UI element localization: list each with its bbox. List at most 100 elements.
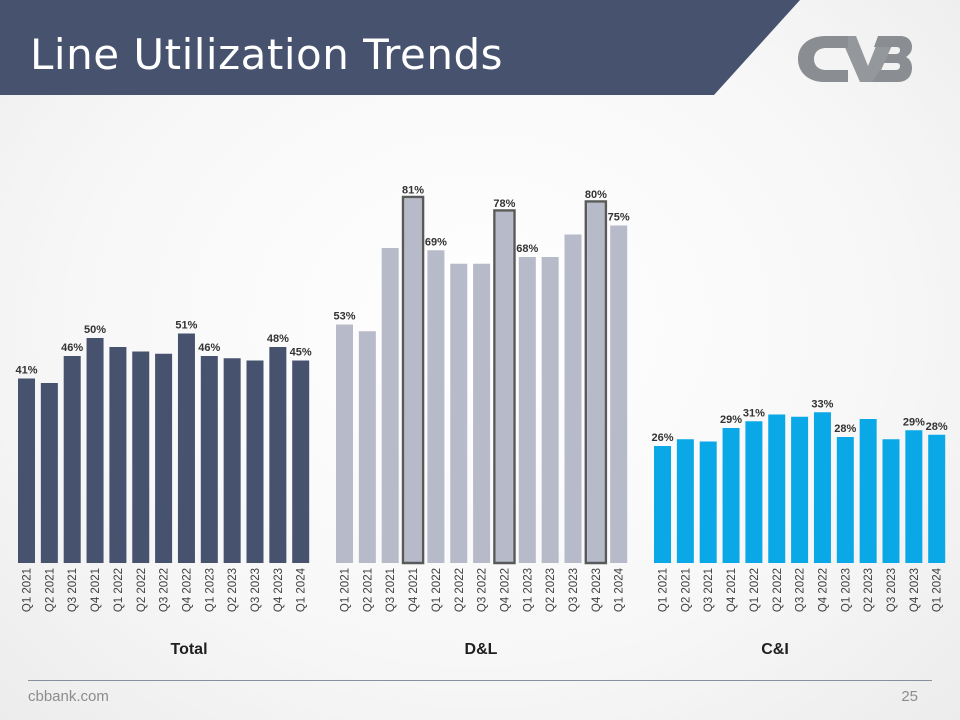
ci-data-label-q4-2023: 29% <box>903 416 925 428</box>
ci-group-title: C&I <box>761 641 789 658</box>
dl-bar-q4-2021 <box>404 198 422 563</box>
dl-data-label-q1-2021: 53% <box>333 311 355 323</box>
ci-tick-label-q4-2022: Q4 2022 <box>817 568 829 612</box>
dl-data-label-q4-2022: 78% <box>493 198 515 210</box>
dl-bar-q3-2021 <box>381 248 399 563</box>
dl-bar-q4-2022 <box>495 212 513 563</box>
page-title: Line Utilization Trends <box>30 30 504 79</box>
total-tick-label-q4-2022: Q4 2022 <box>181 568 193 612</box>
dl-group-title: D&L <box>465 641 498 658</box>
dl-bar-q4-2023 <box>587 203 605 563</box>
ci-data-label-q1-2022: 31% <box>743 407 765 419</box>
ci-bar-q1-2021 <box>654 446 671 563</box>
dl-bar-q3-2022 <box>473 263 491 563</box>
footer-divider <box>28 680 932 681</box>
total-bar-q2-2023 <box>223 358 241 563</box>
logo-c-mark <box>798 36 848 82</box>
total-group-title: Total <box>170 641 207 658</box>
ci-data-label-q1-2021: 26% <box>651 432 673 444</box>
ci-tick-label-q4-2021: Q4 2021 <box>726 568 738 612</box>
cvb-logo <box>798 36 912 82</box>
ci-tick-label-q1-2022: Q1 2022 <box>749 568 761 612</box>
total-bar-q1-2023 <box>200 356 218 563</box>
dl-bar-q1-2021 <box>336 324 353 563</box>
ci-bar-q4-2021 <box>722 428 740 563</box>
total-tick-label-q2-2023: Q2 2023 <box>227 568 239 612</box>
ci-data-label-q4-2022: 33% <box>811 398 833 410</box>
ci-tick-label-q1-2021: Q1 2021 <box>658 568 670 612</box>
total-bar-q2-2021 <box>40 383 58 563</box>
dl-tick-label-q3-2022: Q3 2022 <box>477 568 489 612</box>
dl-highlight-q4-2022 <box>493 209 516 565</box>
total-tick-label-q1-2024: Q1 2024 <box>296 567 308 612</box>
ci-bar-q2-2022 <box>768 414 786 563</box>
ci-tick-label-q1-2024: Q1 2024 <box>932 567 944 612</box>
total-tick-label-q2-2022: Q2 2022 <box>136 568 148 612</box>
dl-tick-label-q1-2022: Q1 2022 <box>431 568 443 612</box>
ci-data-label-q1-2024: 28% <box>926 421 948 433</box>
ci-tick-label-q1-2023: Q1 2023 <box>840 568 852 612</box>
total-data-label-q3-2021: 46% <box>61 342 83 354</box>
dl-bar-q1-2024 <box>610 225 628 563</box>
title-banner <box>0 0 800 95</box>
total-bar-q3-2022 <box>155 353 173 563</box>
total-tick-label-q2-2021: Q2 2021 <box>44 568 56 612</box>
total-bar-q4-2022 <box>177 333 195 563</box>
dl-bar-q2-2021 <box>358 331 376 563</box>
ci-data-label-q1-2023: 28% <box>834 423 856 435</box>
total-data-label-q1-2021: 41% <box>15 365 37 377</box>
ci-tick-label-q3-2021: Q3 2021 <box>703 568 715 612</box>
dl-bar-q2-2023 <box>541 257 559 563</box>
ci-tick-label-q4-2023: Q4 2023 <box>909 568 921 612</box>
dl-tick-label-q1-2023: Q1 2023 <box>522 568 534 612</box>
dl-tick-label-q2-2021: Q2 2021 <box>362 568 374 612</box>
total-data-label-q1-2024: 45% <box>290 347 312 359</box>
total-bar-q4-2023 <box>269 347 287 563</box>
logo-v-mark <box>840 36 896 82</box>
total-tick-label-q1-2023: Q1 2023 <box>204 568 216 612</box>
total-bar-q1-2024 <box>292 360 310 563</box>
total-tick-label-q4-2021: Q4 2021 <box>90 568 102 612</box>
dl-data-label-q1-2023: 68% <box>516 243 538 255</box>
title-banner-shape <box>0 0 800 95</box>
total-tick-label-q3-2021: Q3 2021 <box>67 568 79 612</box>
ci-tick-label-q2-2022: Q2 2022 <box>772 568 784 612</box>
dl-data-label-q4-2023: 80% <box>585 189 607 201</box>
logo-b-mark <box>872 36 912 82</box>
ci-bar-q2-2023 <box>859 419 877 563</box>
dl-tick-label-q2-2023: Q2 2023 <box>545 568 557 612</box>
dl-tick-label-q4-2021: Q4 2021 <box>408 568 420 612</box>
ci-bar-q3-2023 <box>882 439 900 563</box>
total-bar-q3-2023 <box>246 360 264 563</box>
total-bar-q4-2021 <box>86 338 104 563</box>
dl-tick-label-q4-2022: Q4 2022 <box>499 568 511 612</box>
ci-tick-label-q3-2022: Q3 2022 <box>795 568 807 612</box>
dl-tick-label-q4-2023: Q4 2023 <box>591 568 603 612</box>
ci-bar-q1-2023 <box>836 437 854 563</box>
ci-tick-label-q2-2021: Q2 2021 <box>680 568 692 612</box>
dl-data-label-q1-2022: 69% <box>425 236 447 248</box>
ci-tick-label-q2-2023: Q2 2023 <box>863 568 875 612</box>
total-tick-label-q1-2021: Q1 2021 <box>22 568 34 612</box>
dl-tick-label-q3-2023: Q3 2023 <box>568 568 580 612</box>
dl-bar-q1-2022 <box>427 250 445 563</box>
total-data-label-q1-2023: 46% <box>198 342 220 354</box>
total-data-label-q4-2023: 48% <box>267 333 289 345</box>
total-tick-label-q3-2022: Q3 2022 <box>159 568 171 612</box>
dl-tick-label-q1-2024: Q1 2024 <box>614 567 626 612</box>
total-tick-label-q4-2023: Q4 2023 <box>273 568 285 612</box>
dl-highlight-q4-2023 <box>584 200 608 565</box>
dl-data-label-q4-2021: 81% <box>402 185 424 197</box>
ci-bar-q3-2022 <box>791 416 809 563</box>
ci-bar-q1-2024 <box>928 434 946 563</box>
total-tick-label-q3-2023: Q3 2023 <box>250 568 262 612</box>
ci-tick-label-q3-2023: Q3 2023 <box>886 568 898 612</box>
total-bar-q2-2022 <box>132 351 150 563</box>
total-bar-q3-2021 <box>63 356 81 563</box>
ci-bar-q3-2021 <box>699 441 717 563</box>
dl-tick-label-q1-2021: Q1 2021 <box>340 568 352 612</box>
footer-url[interactable]: cbbank.com <box>28 688 109 705</box>
ci-bar-q1-2022 <box>745 421 763 563</box>
dl-tick-label-q2-2022: Q2 2022 <box>454 568 466 612</box>
